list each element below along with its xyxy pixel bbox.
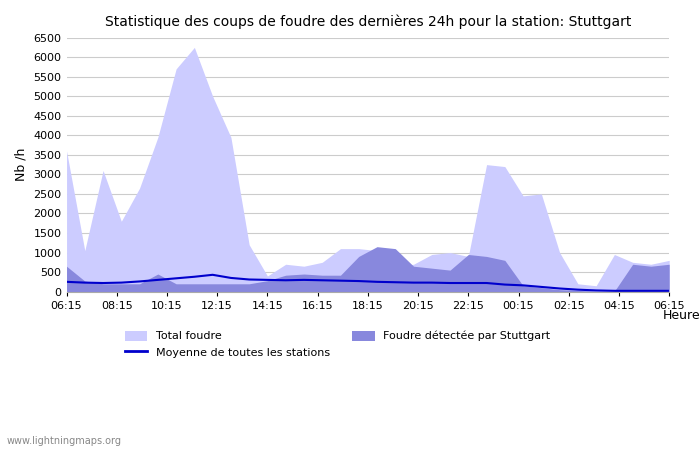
Legend: Total foudre, Moyenne de toutes les stations, Foudre détectée par Stuttgart: Total foudre, Moyenne de toutes les stat… <box>120 326 555 362</box>
Title: Statistique des coups de foudre des dernières 24h pour la station: Stuttgart: Statistique des coups de foudre des dern… <box>105 15 631 30</box>
X-axis label: Heure: Heure <box>662 310 700 322</box>
Y-axis label: Nb /h: Nb /h <box>15 148 28 181</box>
Text: www.lightningmaps.org: www.lightningmaps.org <box>7 436 122 446</box>
